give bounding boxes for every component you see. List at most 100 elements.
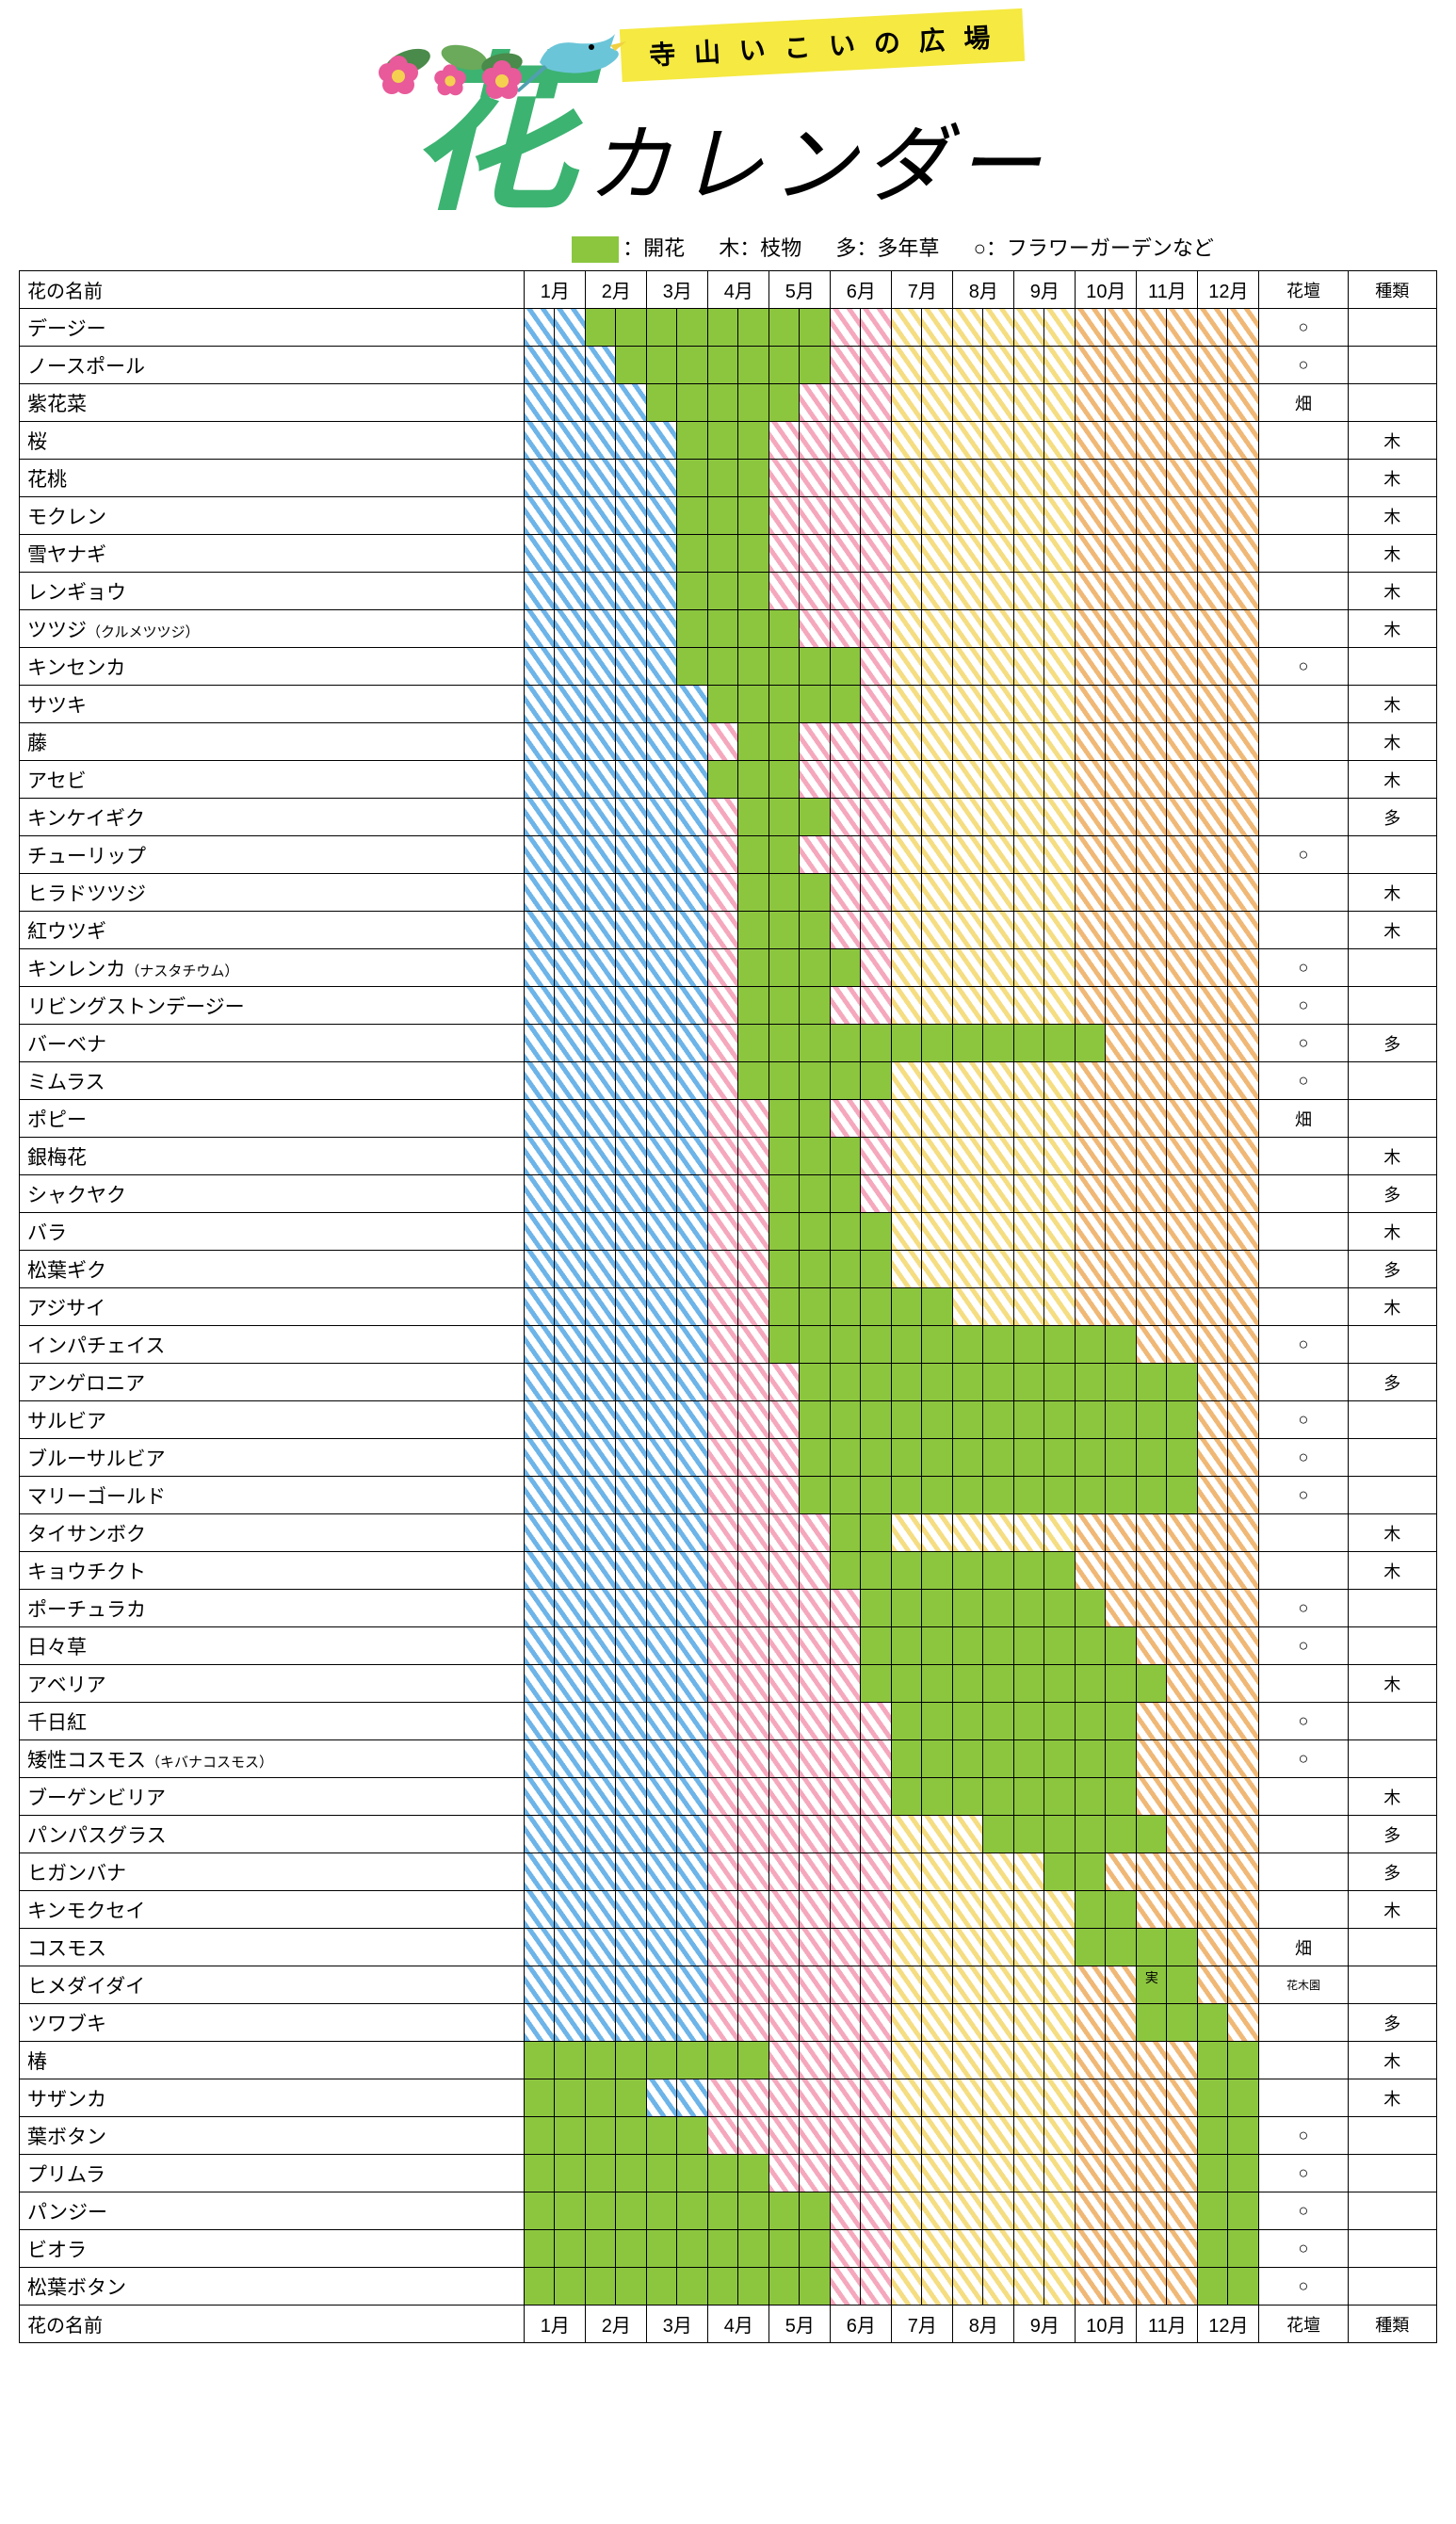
month-cell [586, 1740, 647, 1778]
month-cell [831, 836, 892, 874]
month-cell [769, 836, 831, 874]
month-cell [1076, 1401, 1137, 1439]
flower-row: 葉ボタン○ [20, 2117, 1437, 2155]
month-cell [647, 1025, 708, 1062]
month-cell [1137, 2079, 1198, 2117]
month-cell [831, 1665, 892, 1703]
month-cell [1076, 836, 1137, 874]
flower-name-cell: タイサンボク [20, 1514, 525, 1552]
month-cell [1137, 2004, 1198, 2042]
month-cell [525, 2192, 586, 2230]
month-cell [1198, 1552, 1259, 1590]
month-cell [831, 648, 892, 686]
garden-cell: ○ [1259, 1326, 1348, 1364]
month-cell [1137, 1477, 1198, 1514]
garden-cell [1259, 1891, 1348, 1929]
flower-row: ノースポール○ [20, 347, 1437, 384]
month-cell [831, 1251, 892, 1288]
month-cell [708, 648, 769, 686]
month-cell [708, 2117, 769, 2155]
month-cell [953, 1703, 1014, 1740]
col-header-month: 1月 [525, 2306, 586, 2343]
month-cell [1137, 1326, 1198, 1364]
month-cell [953, 1853, 1014, 1891]
col-header-month: 1月 [525, 271, 586, 309]
month-cell [1137, 1929, 1198, 1966]
month-cell [1014, 2155, 1076, 2192]
table-header-row: 花の名前1月2月3月4月5月6月7月8月9月10月11月12月花壇種類 [20, 271, 1437, 309]
flower-name-cell: 日々草 [20, 1627, 525, 1665]
type-cell: 木 [1348, 2079, 1436, 2117]
month-cell [831, 1213, 892, 1251]
month-cell [1198, 1514, 1259, 1552]
flower-row: バラ木 [20, 1213, 1437, 1251]
month-cell [1014, 648, 1076, 686]
month-cell [586, 1138, 647, 1175]
month-cell [1198, 2042, 1259, 2079]
flower-name-cell: アセビ [20, 761, 525, 799]
month-cell [586, 2268, 647, 2306]
type-cell [1348, 1062, 1436, 1100]
month-cell [586, 1552, 647, 1590]
month-cell [769, 1966, 831, 2004]
type-cell [1348, 2117, 1436, 2155]
col-header-month: 12月 [1198, 2306, 1259, 2343]
month-cell [1014, 912, 1076, 949]
col-header-month: 5月 [769, 2306, 831, 2343]
garden-cell [1259, 1175, 1348, 1213]
month-cell [708, 1100, 769, 1138]
month-cell [892, 1401, 953, 1439]
month-cell [1137, 1213, 1198, 1251]
month-cell [892, 1552, 953, 1590]
month-cell [586, 1929, 647, 1966]
garden-cell [1259, 610, 1348, 648]
month-cell [586, 1966, 647, 2004]
month-cell [1014, 1966, 1076, 2004]
month-cell [769, 1251, 831, 1288]
flower-name-cell: ポーチュラカ [20, 1590, 525, 1627]
month-cell [708, 836, 769, 874]
month-cell [831, 2192, 892, 2230]
month-cell [1198, 1439, 1259, 1477]
month-cell [1076, 610, 1137, 648]
month-cell [892, 1590, 953, 1627]
month-cell [953, 1929, 1014, 1966]
col-header-name: 花の名前 [20, 271, 525, 309]
month-cell [647, 686, 708, 723]
garden-cell [1259, 1138, 1348, 1175]
month-cell [708, 1213, 769, 1251]
month-cell [1014, 1326, 1076, 1364]
flower-name-cell: サザンカ [20, 2079, 525, 2117]
month-cell [769, 1627, 831, 1665]
month-cell [525, 1929, 586, 1966]
month-cell [892, 1175, 953, 1213]
month-cell [1014, 799, 1076, 836]
month-cell [953, 987, 1014, 1025]
type-cell: 多 [1348, 1025, 1436, 1062]
flower-name-cell: チューリップ [20, 836, 525, 874]
month-cell [1198, 1025, 1259, 1062]
month-cell [953, 1552, 1014, 1590]
month-cell [586, 1401, 647, 1439]
month-cell [525, 1665, 586, 1703]
month-cell [892, 2042, 953, 2079]
flower-row: キョウチクト木 [20, 1552, 1437, 1590]
month-cell [1198, 912, 1259, 949]
type-cell [1348, 1100, 1436, 1138]
month-cell [831, 309, 892, 347]
month-cell [1137, 610, 1198, 648]
month-cell [525, 2079, 586, 2117]
flower-calendar-table: 花の名前1月2月3月4月5月6月7月8月9月10月11月12月花壇種類 デージー… [19, 270, 1437, 2343]
flower-row: 千日紅○ [20, 1703, 1437, 1740]
month-cell [586, 987, 647, 1025]
month-cell [1198, 1100, 1259, 1138]
col-header-name: 花の名前 [20, 2306, 525, 2343]
flower-row: 銀梅花木 [20, 1138, 1437, 1175]
month-cell [1137, 1590, 1198, 1627]
banner: 寺 山 い こ い の 広 場 [620, 8, 1026, 82]
month-cell [953, 1062, 1014, 1100]
month-cell [1137, 1627, 1198, 1665]
month-cell [1014, 987, 1076, 1025]
flower-name-cell: バーベナ [20, 1025, 525, 1062]
month-cell [1014, 1665, 1076, 1703]
